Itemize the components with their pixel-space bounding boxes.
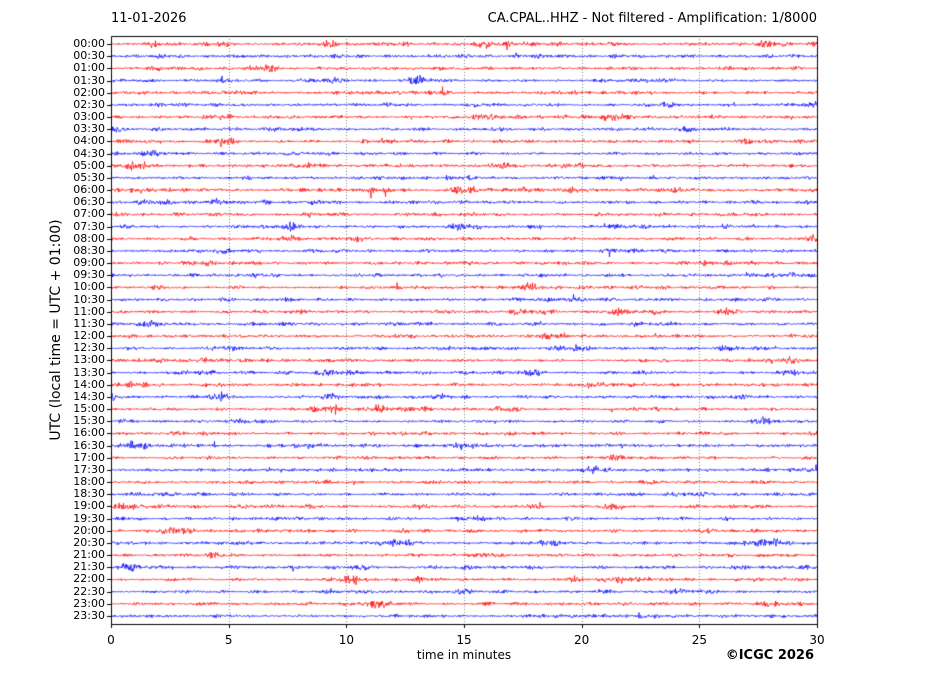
y-tick-label: 06:00 [73, 183, 105, 197]
y-tick-label: 10:30 [73, 292, 105, 306]
y-tick-label: 04:30 [73, 146, 105, 160]
y-tick-label: 20:30 [73, 535, 105, 549]
y-tick-label: 18:30 [73, 487, 105, 501]
x-tick-label: 5 [224, 633, 233, 647]
x-tick-label: 0 [107, 633, 115, 647]
y-tick-label: 11:30 [73, 316, 105, 330]
station-title: CA.CPAL..HHZ - Not filtered - Amplificat… [487, 11, 817, 26]
y-tick-label: 21:30 [73, 560, 105, 574]
y-tick-label: 00:00 [73, 37, 105, 50]
y-tick-label: 20:00 [73, 523, 105, 537]
y-tick-label: 12:30 [73, 341, 105, 355]
y-tick-label: 15:00 [73, 402, 105, 416]
y-tick-label: 17:00 [73, 450, 105, 464]
y-tick-label: 13:30 [73, 365, 105, 379]
y-tick-label: 12:00 [73, 329, 105, 343]
date-title: 11-01-2026 [111, 11, 187, 26]
y-tick-label: 00:30 [73, 49, 105, 63]
y-tick-label: 04:00 [73, 134, 105, 148]
y-tick-label: 05:30 [73, 170, 105, 184]
y-tick-label: 16:00 [73, 426, 105, 440]
y-tick-label: 21:00 [73, 548, 105, 562]
y-tick-label: 08:30 [73, 243, 105, 257]
y-tick-label: 13:00 [73, 353, 105, 367]
y-tick-label: 16:30 [73, 438, 105, 452]
x-tick-label: 10 [338, 633, 354, 647]
y-tick-label: 23:00 [73, 596, 105, 610]
y-tick-label: 17:30 [73, 462, 105, 476]
y-tick-label: 07:00 [73, 207, 105, 221]
x-tick-label: 30 [809, 633, 825, 647]
y-tick-label: 01:00 [73, 61, 105, 75]
y-tick-label: 18:00 [73, 475, 105, 489]
y-tick-label: 09:30 [73, 268, 105, 282]
y-tick-label: 03:30 [73, 122, 105, 136]
y-axis-label: UTC (local time = UTC + 01:00) [48, 219, 64, 441]
copyright-credit: ©ICGC 2026 [725, 648, 814, 663]
y-tick-label: 02:00 [73, 85, 105, 99]
x-tick-label: 25 [691, 633, 707, 647]
y-tick-label: 22:00 [73, 572, 105, 586]
x-tick-label: 15 [456, 633, 472, 647]
y-tick-label: 05:00 [73, 158, 105, 172]
y-tick-label: 01:30 [73, 73, 105, 87]
y-tick-label: 07:30 [73, 219, 105, 233]
y-tick-label: 09:00 [73, 256, 105, 270]
y-tick-label: 14:30 [73, 389, 105, 403]
y-tick-label: 15:30 [73, 414, 105, 428]
y-tick-label: 19:30 [73, 511, 105, 525]
y-tick-label: 11:00 [73, 304, 105, 318]
y-tick-label: 03:00 [73, 110, 105, 124]
y-tick-label: 02:30 [73, 97, 105, 111]
y-tick-label: 22:30 [73, 584, 105, 598]
y-tick-label: 14:00 [73, 377, 105, 391]
y-tick-label: 10:00 [73, 280, 105, 294]
x-tick-label: 20 [574, 633, 590, 647]
y-tick-label: 23:30 [73, 609, 105, 622]
y-tick-label: 08:00 [73, 231, 105, 245]
y-tick-label: 19:00 [73, 499, 105, 513]
x-axis-label: time in minutes [416, 648, 512, 662]
y-tick-label: 06:30 [73, 195, 105, 209]
